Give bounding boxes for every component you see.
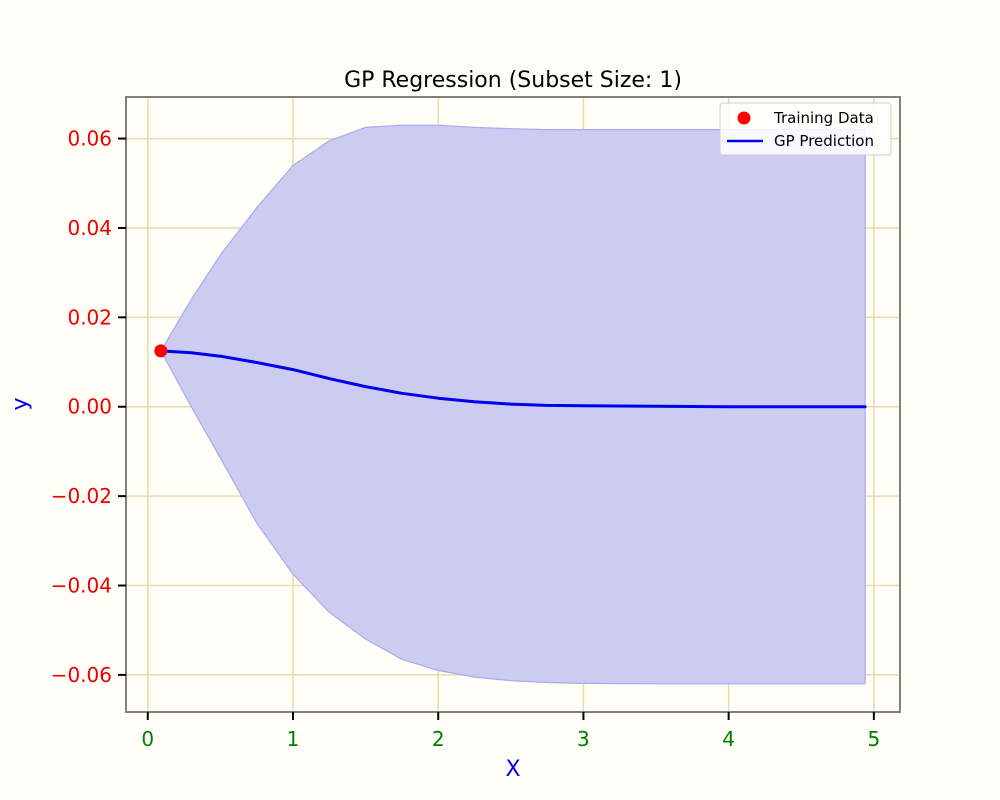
- x-tick-label: 4: [722, 727, 735, 751]
- x-tick-label: 5: [867, 727, 880, 751]
- y-tick-label: −0.06: [51, 663, 112, 687]
- legend-marker-training-data: [737, 111, 751, 125]
- x-tick-label: 3: [577, 727, 590, 751]
- y-axis-ticks: −0.06 −0.04 −0.02 0.00 0.02 0.04 0.06: [51, 127, 126, 687]
- y-tick-label: 0.02: [67, 305, 112, 329]
- y-tick-label: 0.04: [67, 216, 112, 240]
- training-data-point: [154, 344, 168, 358]
- x-tick-label: 2: [432, 727, 445, 751]
- y-tick-label: 0.00: [67, 395, 112, 419]
- training-points-group: [154, 344, 168, 358]
- chart-title: GP Regression (Subset Size: 1): [344, 68, 682, 93]
- legend-label-training-data: Training Data: [773, 109, 874, 127]
- x-tick-label: 1: [287, 727, 300, 751]
- legend: Training Data GP Prediction: [719, 102, 892, 156]
- x-axis-ticks: 0 1 2 3 4 5: [141, 712, 880, 751]
- y-tick-label: 0.06: [67, 127, 112, 151]
- plot-frame: [125, 96, 901, 713]
- mean-line-group: [159, 349, 867, 409]
- gp-prediction-line: [159, 349, 867, 409]
- y-axis-label: y: [8, 397, 33, 410]
- x-axis-label: X: [505, 757, 520, 782]
- legend-label-gp-prediction: GP Prediction: [774, 132, 874, 150]
- y-tick-label: −0.04: [51, 574, 112, 598]
- y-tick-label: −0.02: [51, 484, 112, 508]
- x-tick-label: 0: [141, 727, 154, 751]
